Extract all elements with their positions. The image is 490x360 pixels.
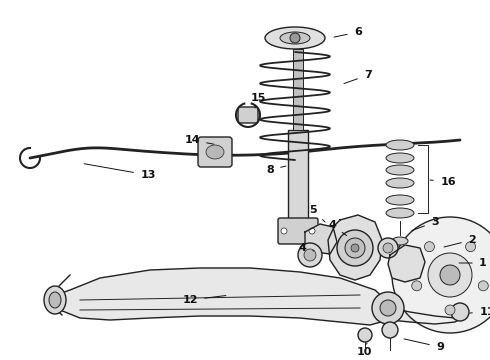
Ellipse shape [280,32,310,44]
Circle shape [466,242,476,252]
Ellipse shape [386,178,414,188]
Circle shape [298,243,322,267]
Circle shape [345,238,365,258]
Circle shape [451,303,469,321]
Circle shape [281,228,287,234]
Polygon shape [390,308,462,324]
Text: 4: 4 [298,243,314,253]
Text: 15: 15 [250,93,266,108]
Circle shape [412,281,422,291]
Text: 1: 1 [459,258,487,268]
Ellipse shape [44,286,66,314]
Ellipse shape [386,195,414,205]
Circle shape [478,281,489,291]
Ellipse shape [386,140,414,150]
Polygon shape [328,215,382,280]
FancyBboxPatch shape [198,137,232,167]
Text: 4: 4 [328,220,346,235]
FancyBboxPatch shape [278,218,318,244]
Circle shape [358,328,372,342]
Circle shape [440,265,460,285]
Circle shape [372,292,404,324]
Text: 2: 2 [444,235,476,247]
Circle shape [309,228,315,234]
Ellipse shape [49,292,61,308]
Circle shape [445,305,455,315]
Text: 6: 6 [334,27,362,37]
Circle shape [428,253,472,297]
Bar [293,49,303,130]
Polygon shape [48,268,388,325]
Text: 12: 12 [182,295,226,305]
Circle shape [378,238,398,258]
Circle shape [304,249,316,261]
Circle shape [424,242,435,252]
Text: 14: 14 [184,135,214,145]
Text: 5: 5 [309,205,325,222]
Text: 9: 9 [404,339,444,352]
Text: 11: 11 [470,307,490,317]
Text: 10: 10 [356,343,372,357]
Circle shape [383,243,393,253]
Text: 8: 8 [266,165,286,175]
Circle shape [290,33,300,43]
Ellipse shape [265,27,325,49]
Circle shape [382,322,398,338]
Circle shape [337,230,373,266]
Circle shape [392,217,490,333]
Text: 3: 3 [412,217,439,230]
Polygon shape [388,245,425,282]
Ellipse shape [206,145,224,159]
Ellipse shape [392,237,408,245]
Bar [288,130,308,220]
Text: 16: 16 [430,177,456,187]
Ellipse shape [386,208,414,218]
Text: 13: 13 [84,164,156,180]
FancyBboxPatch shape [238,107,258,123]
Ellipse shape [386,165,414,175]
Circle shape [351,244,359,252]
Polygon shape [305,224,337,254]
Circle shape [380,300,396,316]
Text: 7: 7 [344,70,372,84]
Ellipse shape [386,153,414,163]
